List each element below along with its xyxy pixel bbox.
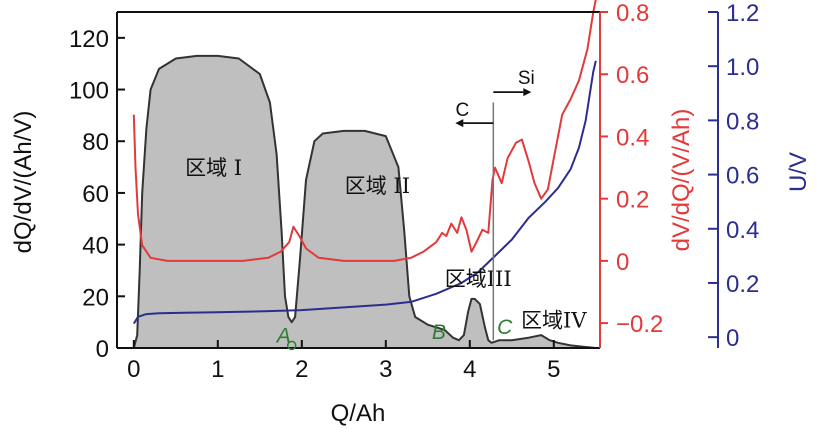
x-tick-label: 1 [211,356,224,383]
silicon-arrow-head [523,88,532,97]
y-blue-tick-label: 0.2 [726,271,759,298]
y-red-tick-label: 0.4 [616,124,649,151]
y-left-tick-label: 60 [82,181,109,208]
voltage-line [132,60,597,325]
region-label: 区域IV [521,308,587,332]
carbon-label: C [455,100,469,121]
x-tick-label: 0 [127,356,140,383]
y-red-tick-label: −0.2 [616,311,663,338]
ticks-layer: 0 1 2 3 4 5 0 20 40 60 80 100 120 −0.2 0 0.2 0.4 0.6 0.8 0 0… [69,0,759,383]
carbon-arrow-head [455,119,464,128]
region-label: 区域III [445,267,512,291]
y-blue-tick-label: 0.8 [726,108,759,135]
x-tick-label: 5 [547,356,560,383]
y-left-tick-label: 0 [96,336,109,363]
y-red-axis-label: dV/dQ/(V/Ah) [668,109,695,252]
silicon-label: Si [518,68,535,89]
annotation-layer: 区域 I 区域 II 区域III 区域IV C Si A B C [185,68,587,351]
point-label: C [497,316,513,339]
region-label: 区域 I [185,156,242,180]
y-left-tick-label: 100 [69,78,109,105]
y-red-tick-label: 0 [616,249,629,276]
y-left-tick-label: 80 [82,129,109,156]
x-tick-label: 4 [463,356,476,383]
y-blue-axis-label: U/V [785,152,812,192]
series-lines-layer [132,0,597,349]
point-label: B [432,321,446,344]
y-red-tick-label: 0.8 [616,0,649,27]
y-blue-tick-label: 0.4 [726,217,759,244]
x-tick-label: 3 [379,356,392,383]
region-label: 区域 II [345,174,410,198]
y-red-tick-label: 0.6 [616,62,649,89]
dqdv-area [133,55,596,349]
y-red-tick-label: 0.2 [616,187,649,214]
y-blue-tick-label: 1.0 [726,54,759,81]
point-label: A [275,324,291,347]
y-blue-tick-label: 0 [726,325,739,352]
y-left-axis-label: dQ/dV/(Ah/V) [10,111,37,254]
y-left-tick-label: 120 [69,26,109,53]
y-blue-tick-label: 0.6 [726,163,759,190]
y-blue-tick-label: 1.2 [726,0,759,27]
dqdv-fill-layer [133,55,596,349]
dvdq-line [132,0,597,262]
point-marker [286,340,297,351]
x-axis-label: Q/Ah [331,400,386,427]
x-tick-label: 2 [295,356,308,383]
y-left-tick-label: 40 [82,233,109,260]
axes-layer [116,11,719,349]
dqdv-line [132,54,596,349]
y-left-tick-label: 20 [82,284,109,311]
